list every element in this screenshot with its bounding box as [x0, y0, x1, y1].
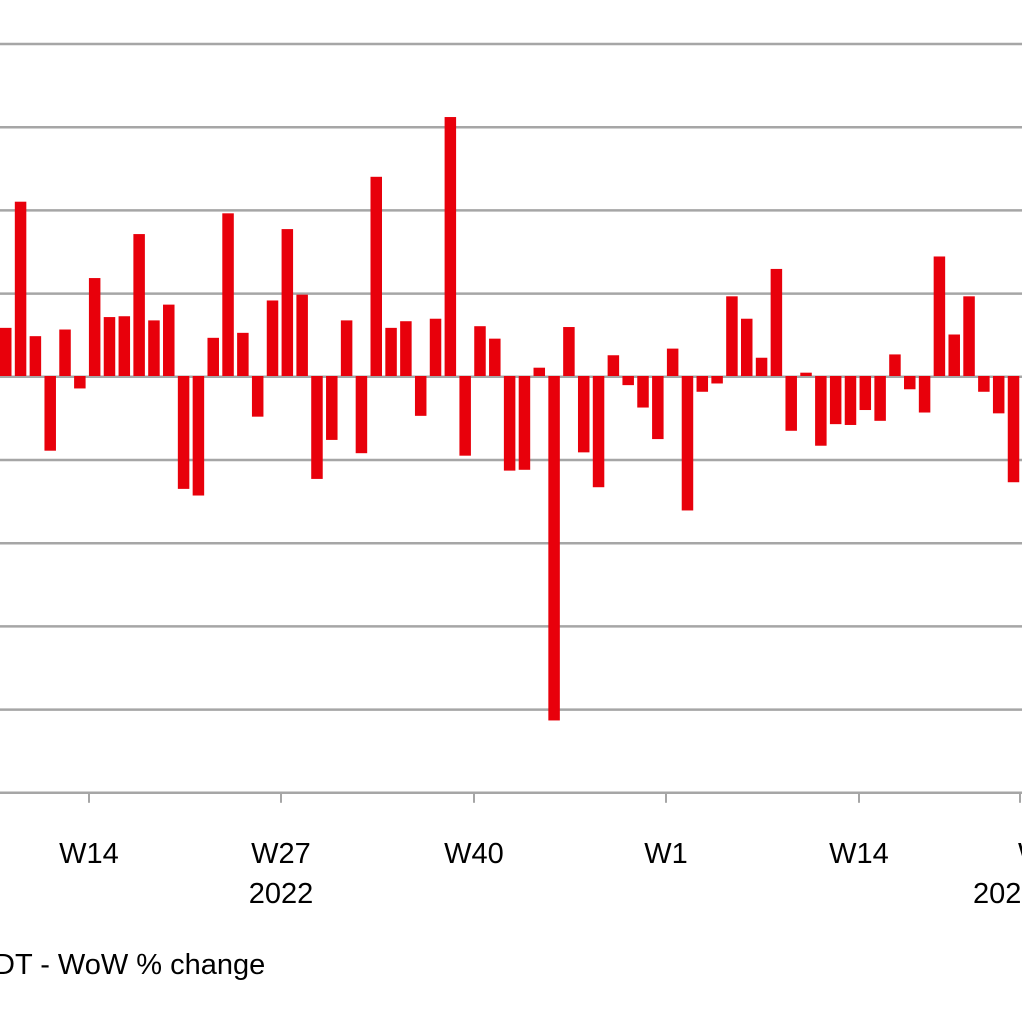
- bar: [829, 376, 842, 425]
- bar: [296, 294, 308, 376]
- bar: [103, 317, 116, 376]
- bars: [0, 117, 1020, 721]
- bar: [266, 300, 279, 376]
- bar: [889, 354, 901, 376]
- bar: [88, 278, 101, 376]
- bar: [696, 376, 709, 392]
- bar: [177, 376, 190, 489]
- bar: [503, 376, 516, 471]
- bar: [400, 321, 412, 376]
- bar: [429, 318, 442, 376]
- bar: [370, 176, 382, 376]
- bar: [148, 320, 160, 376]
- bar: [414, 376, 427, 416]
- bar: [133, 234, 145, 376]
- bar: [355, 376, 368, 454]
- bar: [652, 376, 664, 440]
- bar: [44, 376, 56, 451]
- bar: [933, 256, 946, 376]
- bar: [489, 338, 501, 376]
- x-tick-label: W14: [59, 838, 119, 870]
- bar: [163, 304, 175, 376]
- x-tick-label: W1: [644, 838, 688, 870]
- x-tick-label: W14: [829, 838, 889, 870]
- bar: [533, 367, 546, 376]
- bar: [459, 376, 471, 456]
- bar: [385, 327, 397, 376]
- bar: [118, 316, 131, 376]
- bar: [874, 376, 886, 421]
- bar: [904, 376, 916, 390]
- bar: [637, 376, 649, 408]
- bar: [444, 117, 457, 376]
- bar: [563, 327, 575, 376]
- bar: [326, 376, 338, 440]
- year-label: 2022: [249, 878, 314, 910]
- bar: [0, 327, 12, 376]
- bar: [770, 268, 783, 376]
- bar: [577, 376, 590, 453]
- year-label: 202: [973, 878, 1021, 910]
- bar: [607, 355, 620, 376]
- bar: [755, 357, 768, 376]
- bar: [222, 213, 234, 376]
- bar: [592, 376, 605, 488]
- bar: [474, 326, 486, 376]
- bar: [59, 329, 71, 376]
- bar: [785, 376, 797, 431]
- bar: [978, 376, 990, 392]
- bar: [311, 376, 323, 479]
- bar: [963, 296, 975, 376]
- x-tick-label: W27: [251, 838, 311, 870]
- bar: [340, 320, 353, 376]
- bar: [741, 318, 753, 376]
- bar: [711, 376, 723, 384]
- bar: [192, 376, 205, 496]
- x-tick-label: W: [1018, 838, 1022, 870]
- bar: [237, 332, 249, 376]
- bar: [859, 376, 872, 411]
- legend-label: DT - WoW % change: [0, 949, 265, 981]
- bar: [518, 376, 531, 470]
- x-tick-labels: W14 W27 W40 W1 W14 W: [59, 838, 1022, 870]
- bar: [74, 376, 86, 389]
- x-ticks: [88, 792, 1021, 803]
- bar: [844, 376, 857, 425]
- year-labels: 2022 202: [249, 878, 1022, 910]
- bar: [666, 348, 679, 376]
- bar: [948, 334, 960, 376]
- bar: [800, 372, 812, 376]
- bar: [918, 376, 931, 413]
- bar: [681, 376, 694, 511]
- bar: [992, 376, 1005, 414]
- bar: [1007, 376, 1020, 483]
- bar: [281, 229, 294, 376]
- bar: [622, 376, 634, 386]
- bar: [548, 376, 560, 721]
- bar: [815, 376, 827, 446]
- bar: [29, 336, 42, 376]
- bar: [207, 337, 219, 376]
- bar: [726, 296, 738, 376]
- bar: [14, 201, 27, 376]
- x-tick-label: W40: [444, 838, 504, 870]
- bar: [251, 376, 264, 417]
